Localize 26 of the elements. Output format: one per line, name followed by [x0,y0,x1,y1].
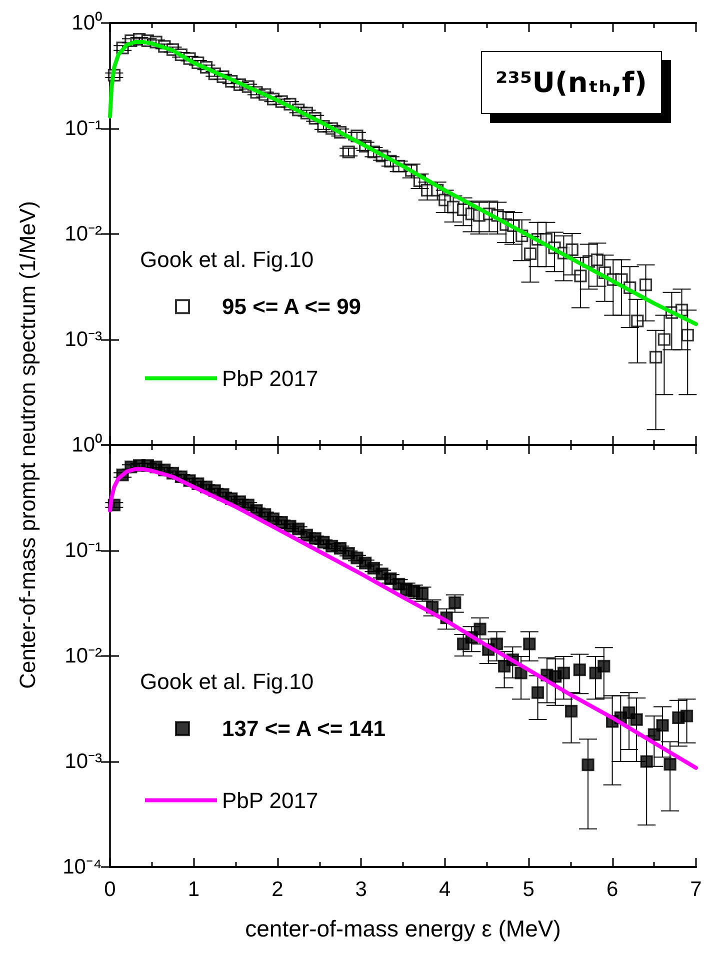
y-tick-label: 10⁻¹ [64,117,102,140]
x-tick-label: 7 [690,878,702,900]
y-tick-label: 10⁻³ [64,750,102,772]
legend-title: Gook et al. Fig.10 [140,668,314,694]
y-axis-title: Center-of-mass prompt neutron spectrum (1/MeV) [15,200,41,688]
x-tick-label: 1 [188,878,200,900]
x-tick-label: 5 [522,878,534,900]
x-tick-label: 6 [606,878,618,900]
y-tick-label: 10⁻² [64,644,102,667]
legend-label: PbP 2017 [222,787,318,812]
x-tick-label: 2 [272,878,284,900]
x-axis-title: center-of-mass energy ε (MeV) [245,915,561,941]
y-tick-label: 10⁻⁴ [62,855,102,878]
legend-label: PbP 2017 [222,366,318,391]
legend-label: 95 <= A <= 99 [222,294,362,320]
legend-label: 137 <= A <= 141 [222,716,386,741]
legend-title: Gook et al. Fig.10 [140,247,314,272]
x-tick-label: 0 [104,878,116,900]
y-tick-label: 10⁰ [72,433,102,456]
x-tick-label: 4 [439,878,452,900]
y-tick-label: 10⁻¹ [64,538,102,562]
x-tick-label: 3 [355,878,367,900]
y-tick-label: 10⁰ [72,12,102,34]
y-tick-label: 10⁻² [64,222,102,246]
y-tick-label: 10⁻³ [64,328,102,351]
annotation: ²³⁵U(nₜₕ,f) [480,51,662,114]
